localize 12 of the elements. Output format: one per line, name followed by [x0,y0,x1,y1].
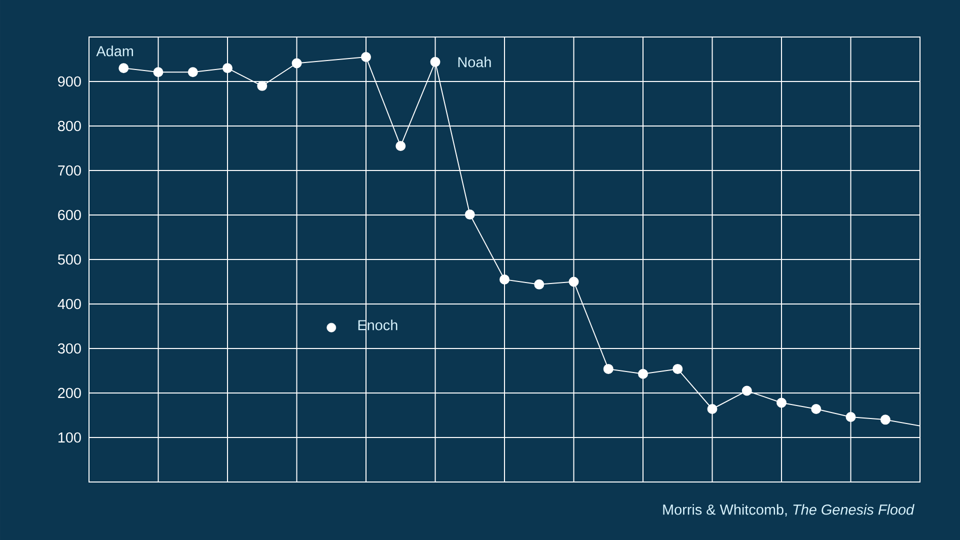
y-tick-label: 100 [58,432,81,443]
y-tick-label: 200 [58,388,81,398]
y-tick-label: 300 [58,343,81,354]
text: Morris & Whitcomb, The Genesis Flood [663,504,914,516]
annotation: Adam [96,46,133,56]
annotation: Noah [458,56,491,68]
y-tick-label: 600 [58,210,81,220]
y-tick-label: 800 [58,120,81,132]
y-tick-label: 700 [58,165,81,176]
y-tick-label: 400 [58,298,81,310]
y-tick-label: 500 [58,254,81,265]
y-tick-label: 900 [58,76,81,87]
